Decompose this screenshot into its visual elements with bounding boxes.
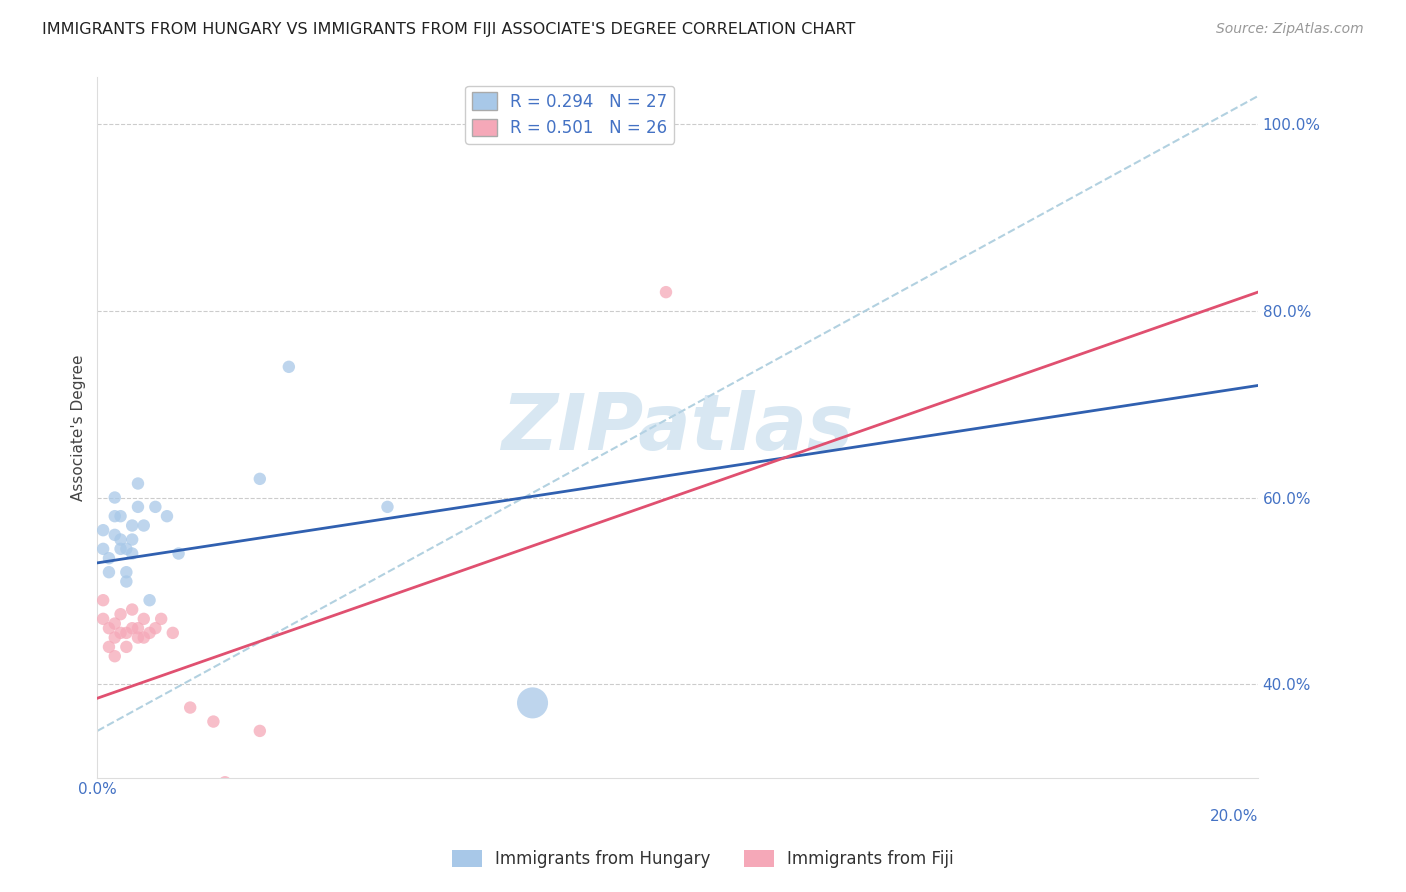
Point — [91, 541, 114, 556]
Point — [97, 551, 120, 566]
Point — [91, 593, 114, 607]
Point — [104, 509, 127, 524]
Legend: R = 0.294   N = 27, R = 0.501   N = 26: R = 0.294 N = 27, R = 0.501 N = 26 — [465, 86, 675, 144]
Point — [115, 626, 138, 640]
Point — [121, 547, 143, 561]
Point — [138, 626, 160, 640]
Point — [127, 631, 149, 645]
Point — [104, 616, 127, 631]
Point — [655, 285, 678, 300]
Point — [110, 626, 132, 640]
Point — [150, 612, 173, 626]
Point — [132, 631, 155, 645]
Text: Source: ZipAtlas.com: Source: ZipAtlas.com — [1216, 22, 1364, 37]
Point — [377, 500, 399, 514]
Point — [127, 500, 149, 514]
Point — [104, 631, 127, 645]
Point — [179, 700, 201, 714]
Legend: Immigrants from Hungary, Immigrants from Fiji: Immigrants from Hungary, Immigrants from… — [446, 843, 960, 875]
Point — [110, 607, 132, 622]
Point — [115, 574, 138, 589]
Point — [127, 621, 149, 635]
Point — [127, 476, 149, 491]
Point — [132, 518, 155, 533]
Point — [97, 640, 120, 654]
Point — [145, 500, 167, 514]
Point — [138, 593, 160, 607]
Y-axis label: Associate's Degree: Associate's Degree — [72, 354, 86, 500]
Point — [91, 612, 114, 626]
Point — [110, 533, 132, 547]
Point — [104, 528, 127, 542]
Point — [115, 640, 138, 654]
Point — [132, 612, 155, 626]
Point — [97, 621, 120, 635]
Point — [277, 359, 299, 374]
Text: 20.0%: 20.0% — [1209, 809, 1258, 824]
Point — [115, 541, 138, 556]
Point — [156, 509, 179, 524]
Point — [97, 565, 120, 579]
Point — [110, 509, 132, 524]
Point — [202, 714, 225, 729]
Point — [167, 547, 190, 561]
Text: ZIPatlas: ZIPatlas — [502, 390, 853, 466]
Point — [249, 723, 271, 738]
Text: IMMIGRANTS FROM HUNGARY VS IMMIGRANTS FROM FIJI ASSOCIATE'S DEGREE CORRELATION C: IMMIGRANTS FROM HUNGARY VS IMMIGRANTS FR… — [42, 22, 856, 37]
Point — [121, 602, 143, 616]
Point — [115, 565, 138, 579]
Point — [145, 621, 167, 635]
Point — [522, 696, 544, 710]
Point — [104, 649, 127, 664]
Point — [104, 491, 127, 505]
Point — [162, 626, 184, 640]
Point — [249, 472, 271, 486]
Point — [121, 533, 143, 547]
Point — [121, 621, 143, 635]
Point — [110, 541, 132, 556]
Point — [91, 523, 114, 537]
Point — [214, 775, 236, 789]
Point — [121, 518, 143, 533]
